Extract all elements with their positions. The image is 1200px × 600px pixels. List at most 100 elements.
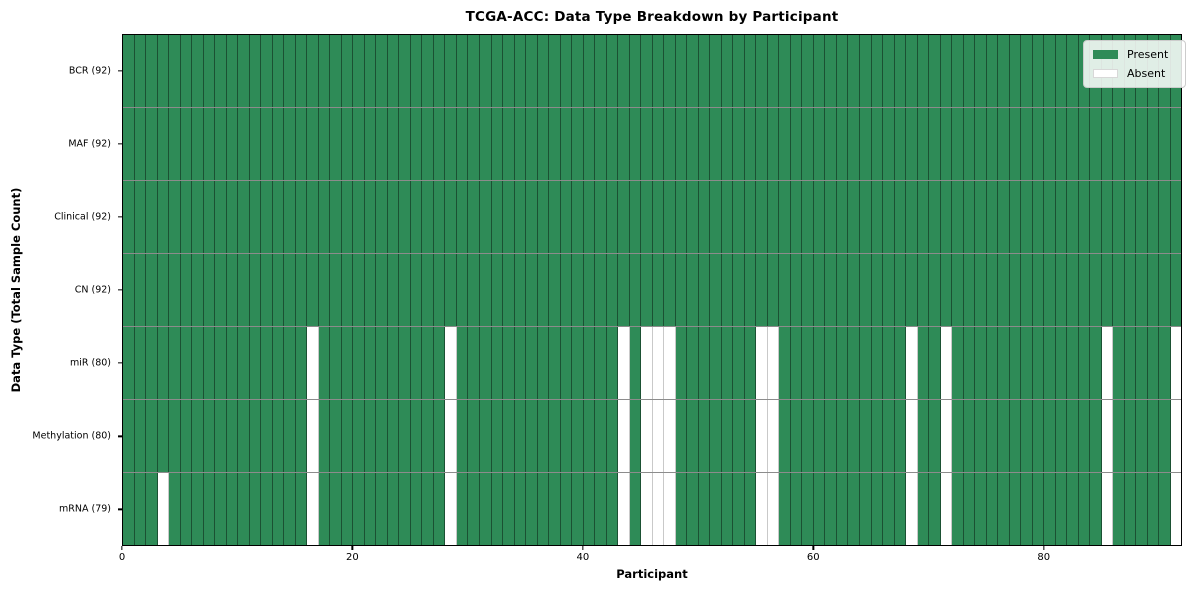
cell-present xyxy=(295,400,308,472)
cell-present xyxy=(364,181,377,253)
cell-present xyxy=(238,181,250,253)
cell-present xyxy=(433,35,446,107)
cell-present xyxy=(975,35,987,107)
cell-present xyxy=(618,181,630,253)
cell-present xyxy=(123,473,135,545)
cell-absent xyxy=(641,473,653,545)
cell-present xyxy=(514,181,527,253)
cell-present xyxy=(422,108,434,180)
cell-present xyxy=(399,35,411,107)
cell-present xyxy=(180,327,193,399)
cell-present xyxy=(353,181,365,253)
cell-present xyxy=(618,35,630,107)
cell-present xyxy=(249,473,262,545)
cell-present xyxy=(1170,181,1182,253)
cell-absent xyxy=(445,473,457,545)
cell-present xyxy=(767,181,780,253)
cell-present xyxy=(192,254,204,326)
cell-present xyxy=(894,473,907,545)
cell-present xyxy=(721,181,734,253)
x-axis-title: Participant xyxy=(616,567,688,581)
cell-present xyxy=(376,181,388,253)
cell-present xyxy=(399,254,411,326)
cell-present xyxy=(710,35,722,107)
cell-present xyxy=(917,35,930,107)
cell-present xyxy=(387,181,400,253)
x-tick-label: 40 xyxy=(576,552,590,563)
cell-present xyxy=(284,327,296,399)
cell-present xyxy=(917,181,930,253)
cell-present xyxy=(883,181,895,253)
cell-present xyxy=(364,108,377,180)
cell-present xyxy=(295,35,308,107)
cell-present xyxy=(272,254,285,326)
cell-present xyxy=(261,254,273,326)
cell-present xyxy=(975,181,987,253)
cell-present xyxy=(410,327,423,399)
cell-present xyxy=(399,400,411,472)
cell-present xyxy=(479,473,492,545)
cell-present xyxy=(549,108,561,180)
cell-present xyxy=(1159,473,1171,545)
cell-present xyxy=(975,400,987,472)
cell-present xyxy=(606,254,619,326)
y-tick-label: Clinical (92) xyxy=(54,211,111,223)
cell-present xyxy=(952,327,964,399)
cell-present xyxy=(215,400,227,472)
cell-present xyxy=(848,473,860,545)
heatmap-row-clinical xyxy=(123,181,1182,254)
cell-present xyxy=(123,400,135,472)
cell-absent xyxy=(157,473,170,545)
cell-present xyxy=(157,108,170,180)
cell-present xyxy=(1124,108,1137,180)
cell-present xyxy=(894,35,907,107)
cell-present xyxy=(1055,473,1068,545)
cell-absent xyxy=(618,327,630,399)
cell-present xyxy=(1136,327,1148,399)
cell-absent xyxy=(445,400,457,472)
cell-present xyxy=(410,35,423,107)
cell-present xyxy=(733,254,745,326)
cell-present xyxy=(134,327,147,399)
cell-present xyxy=(606,473,619,545)
cell-present xyxy=(468,108,480,180)
cell-present xyxy=(906,35,918,107)
y-tick-label: MAF (92) xyxy=(68,138,111,150)
cell-present xyxy=(169,181,181,253)
cell-present xyxy=(1044,254,1056,326)
x-tick-mark xyxy=(1043,546,1045,550)
cell-absent xyxy=(652,327,665,399)
cell-present xyxy=(180,473,193,545)
cell-present xyxy=(710,327,722,399)
cell-present xyxy=(491,400,504,472)
cell-present xyxy=(445,108,457,180)
cell-present xyxy=(1147,473,1160,545)
cell-present xyxy=(491,327,504,399)
cell-present xyxy=(883,473,895,545)
x-tick-label: 80 xyxy=(1037,552,1051,563)
legend-item-absent: Absent xyxy=(1093,67,1176,80)
cell-present xyxy=(169,108,181,180)
cell-present xyxy=(123,35,135,107)
cell-present xyxy=(318,254,331,326)
cell-present xyxy=(940,35,953,107)
cell-present xyxy=(998,400,1010,472)
cell-present xyxy=(1147,400,1160,472)
cell-present xyxy=(1078,327,1091,399)
cell-present xyxy=(134,254,147,326)
cell-present xyxy=(675,108,688,180)
cell-present xyxy=(226,181,239,253)
cell-present xyxy=(848,254,860,326)
cell-present xyxy=(560,108,573,180)
cell-present xyxy=(468,254,480,326)
cell-present xyxy=(572,400,584,472)
cell-present xyxy=(572,254,584,326)
cell-present xyxy=(1113,181,1125,253)
heatmap-row-mir xyxy=(123,327,1182,400)
cell-present xyxy=(848,108,860,180)
cell-present xyxy=(353,35,365,107)
cell-present xyxy=(836,473,849,545)
cell-present xyxy=(986,108,999,180)
cell-present xyxy=(1136,181,1148,253)
cell-present xyxy=(330,35,342,107)
